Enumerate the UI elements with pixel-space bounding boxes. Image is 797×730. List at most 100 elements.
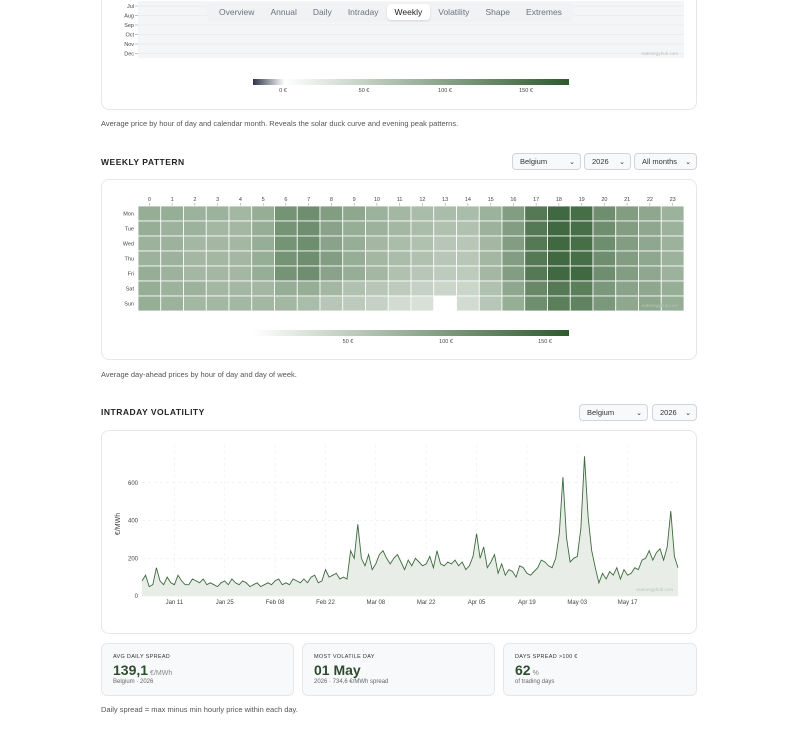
heatmap-cell	[501, 280, 526, 297]
heatmap-cell	[592, 220, 617, 237]
heatmap-cell	[638, 235, 662, 252]
heatmap-cell	[183, 250, 207, 267]
hour-label: 3	[216, 197, 219, 203]
heatmap-cell	[342, 250, 366, 267]
heatmap-cell	[160, 235, 184, 252]
heatmap-cell	[342, 235, 366, 252]
hour-label: 15	[488, 197, 494, 203]
heatmap-cell	[524, 265, 548, 282]
heatmap-cell	[410, 205, 435, 222]
y-tick-label: 200	[128, 556, 139, 562]
chevron-down-icon: ⌄	[685, 409, 691, 417]
heatmap-cell	[433, 235, 457, 252]
heatmap-cell	[524, 250, 548, 267]
heatmap-cell	[660, 235, 685, 252]
y-tick-label: 400	[128, 519, 139, 525]
heatmap-cell	[660, 295, 685, 312]
heatmap-cell	[478, 220, 503, 237]
weekly-watermark: euEnergyhub.com	[641, 303, 678, 308]
tab-extremes[interactable]: Extremes	[526, 7, 562, 17]
heatmap-cell	[137, 250, 162, 267]
tab-intraday[interactable]: Intraday	[347, 7, 379, 17]
heatmap-cell	[274, 265, 298, 282]
tab-weekly[interactable]: Weekly	[386, 4, 431, 20]
heatmap-cell	[387, 235, 412, 252]
x-tick-label: Apr 19	[518, 600, 536, 606]
heatmap-cell	[615, 205, 639, 222]
heatmap-cell	[365, 235, 389, 252]
weekly-year-select[interactable]: 2026 ⌄	[584, 153, 631, 170]
month-label: Oct	[125, 33, 134, 39]
hour-label: 16	[510, 197, 516, 203]
volatility-chart: 0 200 400 600 Jan 11 Jan 25 Feb 08 Feb 22 Mar 0…	[115, 445, 679, 606]
heatmap-cell	[296, 235, 321, 252]
heatmap-cell	[183, 205, 207, 222]
heatmap-cell	[410, 235, 435, 252]
heatmap-cell	[296, 280, 321, 297]
heatmap-cell	[319, 235, 344, 252]
tab-shape[interactable]: Shape	[485, 7, 511, 17]
heatmap-cell	[569, 205, 594, 222]
heatmap-cell	[319, 265, 344, 282]
hour-label: 14	[465, 197, 471, 203]
heatmap-cell	[547, 280, 571, 297]
hour-label: 7	[307, 197, 310, 203]
heatmap-cell	[251, 250, 275, 267]
heatmap-cell	[319, 295, 344, 312]
heatmap-cell	[296, 250, 321, 267]
heatmap-cell	[660, 250, 685, 267]
hour-label: 10	[374, 197, 380, 203]
hour-label: 9	[353, 197, 356, 203]
tab-volatility[interactable]: Volatility	[438, 7, 470, 17]
tab-overview[interactable]: Overview	[219, 7, 255, 17]
x-tick-label: Jan 25	[216, 600, 235, 606]
volatility-watermark: euEnergyhub.com	[636, 587, 673, 592]
heatmap-cell	[524, 280, 548, 297]
heatmap-cell	[319, 220, 344, 237]
hour-label: 4	[239, 197, 242, 203]
hour-label: 1	[171, 197, 174, 203]
spread-line	[141, 456, 679, 588]
heatmap-cell	[274, 280, 298, 297]
heatmap-cell	[342, 205, 366, 222]
heatmap-cell	[251, 205, 275, 222]
tab-daily[interactable]: Daily	[312, 7, 332, 17]
heatmap-cell	[433, 295, 457, 312]
x-tick-label: Jan 11	[166, 600, 184, 606]
heatmap-cell	[274, 250, 298, 267]
y-axis-label: €/MWh	[115, 513, 122, 535]
heatmap-cell	[387, 250, 412, 267]
heatmap-cell	[296, 295, 321, 312]
heatmap-cell	[524, 235, 548, 252]
weekly-country-select[interactable]: Belgium ⌄	[512, 153, 581, 170]
monthly-legend-tick: 150 €	[519, 88, 533, 94]
day-label: Thu	[125, 257, 134, 263]
heatmap-cell	[410, 220, 435, 237]
tab-annual[interactable]: Annual	[270, 7, 297, 17]
hour-label: 11	[397, 197, 403, 203]
heatmap-cell	[228, 220, 253, 237]
heatmap-cell	[183, 295, 207, 312]
heatmap-cell	[433, 220, 457, 237]
volatility-year-select[interactable]: 2026 ⌄	[652, 404, 697, 421]
stat-sub: of trading days	[515, 679, 555, 685]
heatmap-cell	[433, 280, 457, 297]
stat-days-spread-over-100: DAYS SPREAD >100 € 62% of trading days	[503, 643, 697, 696]
day-label: Wed	[123, 242, 134, 248]
weekly-month-select[interactable]: All months ⌄	[634, 153, 697, 170]
hour-label: 13	[442, 197, 448, 203]
volatility-country-select[interactable]: Belgium ⌄	[579, 404, 648, 421]
volatility-country-value: Belgium	[587, 408, 615, 417]
weekly-title: WEEKLY PATTERN	[101, 157, 185, 167]
x-tick-label: Feb 22	[316, 600, 335, 606]
heatmap-cell	[615, 250, 639, 267]
heatmap-cell	[410, 250, 435, 267]
heatmap-cell	[638, 265, 662, 282]
hour-label: 2	[193, 197, 196, 203]
heatmap-cell	[205, 295, 230, 312]
heatmap-cell	[365, 250, 389, 267]
heatmap-cell	[365, 205, 389, 222]
heatmap-cell	[478, 235, 503, 252]
stat-sub: Belgium · 2026	[113, 679, 154, 685]
heatmap-cell	[501, 235, 526, 252]
